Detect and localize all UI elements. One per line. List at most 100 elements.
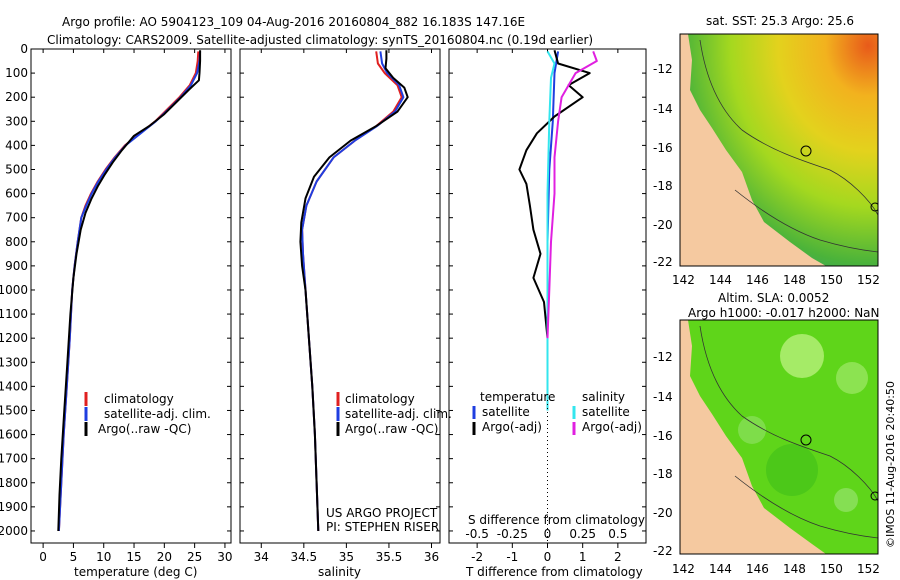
depth-tick-label: 400 xyxy=(5,138,28,152)
x-tick-label: 36 xyxy=(424,550,439,564)
salinity-xlabel: salinity xyxy=(318,565,361,579)
series-argo-raw-qc xyxy=(57,50,202,532)
lat-tick: -22 xyxy=(653,255,673,269)
legend-label: Argo(..raw -QC) xyxy=(345,422,438,436)
series-s-satellite xyxy=(546,50,556,411)
depth-tick-label: 1700 xyxy=(0,452,28,466)
series-t-argo-adj xyxy=(518,49,591,363)
sla-blob xyxy=(834,488,858,512)
depth-tick-label: 500 xyxy=(5,162,28,176)
reef-marker xyxy=(870,202,878,212)
lon-tick: 148 xyxy=(783,562,806,576)
s-diff-tick-label: -0.5 xyxy=(465,527,488,541)
salinity-axes xyxy=(239,48,441,544)
argo-position-marker xyxy=(800,434,812,446)
x-tick-label: 35.5 xyxy=(376,550,403,564)
s-diff-tick-label: 0.5 xyxy=(608,527,627,541)
x-tick-label: 0 xyxy=(544,550,552,564)
difference-lines xyxy=(518,49,598,411)
legend-label: satellite-adj. clim. xyxy=(104,407,211,421)
header-line-1: Argo profile: AO 5904123_109 04-Aug-2016… xyxy=(62,15,525,29)
temperature-axes xyxy=(30,48,232,544)
series-s-argo-adj xyxy=(546,51,598,339)
legend-label: Argo(-adj) xyxy=(482,420,542,434)
lat-tick: -14 xyxy=(653,102,673,116)
t-difference-xlabel: T difference from climatology xyxy=(465,565,643,579)
legend-label: satellite-adj. clim. xyxy=(345,407,452,421)
header-line-2: Climatology: CARS2009. Satellite-adjuste… xyxy=(47,33,593,47)
lat-tick: -20 xyxy=(653,218,673,232)
project-annotation: US ARGO PROJECT xyxy=(326,506,438,520)
x-tick-label: 1 xyxy=(579,550,587,564)
lon-tick: 146 xyxy=(746,273,769,287)
lat-tick: -16 xyxy=(653,141,673,155)
depth-tick-label: 1300 xyxy=(0,355,28,369)
lat-tick: -20 xyxy=(653,506,673,520)
sla-blob xyxy=(738,416,766,444)
lat-tick: -12 xyxy=(653,62,673,76)
s-difference-xlabel: S difference from climatology xyxy=(468,513,645,527)
sla-blob xyxy=(766,444,818,496)
x-tick-label: -1 xyxy=(506,550,518,564)
lat-tick: -22 xyxy=(653,544,673,558)
sla-blob xyxy=(780,334,824,378)
series-satellite-adj-clim xyxy=(301,51,405,532)
sla-blob xyxy=(836,362,868,394)
land-mass xyxy=(680,34,826,266)
sla-map-subtitle: Argo h1000: -0.017 h2000: NaN xyxy=(688,306,880,320)
temperature-lines xyxy=(57,50,202,532)
legend-label: Argo(..raw -QC) xyxy=(98,422,191,436)
s-diff-tick-label: 0 xyxy=(544,527,552,541)
lon-tick: 144 xyxy=(709,273,732,287)
sst-map-frame xyxy=(679,33,879,267)
legend-label: climatology xyxy=(104,392,174,406)
sst-lon-axis: 142 144 146 148 150 152 xyxy=(672,273,880,287)
lat-tick: -14 xyxy=(653,390,673,404)
bathymetry-contour xyxy=(734,189,878,253)
lon-tick: 150 xyxy=(820,562,843,576)
lat-tick: -12 xyxy=(653,350,673,364)
lon-tick: 152 xyxy=(857,273,880,287)
sst-map: sat. SST: 25.3 Argo: 25.6 -12 -14 -16 -1… xyxy=(653,14,880,287)
x-tick-label: 0 xyxy=(39,550,47,564)
x-tick-label: 34.5 xyxy=(290,550,317,564)
x-tick-label: 20 xyxy=(157,550,172,564)
depth-tick-label: 0 xyxy=(20,42,28,56)
series-argo-raw-qc xyxy=(299,50,409,532)
difference-legend: temperature satellite Argo(-adj) salinit… xyxy=(472,390,642,435)
series-climatology xyxy=(301,51,403,532)
depth-tick-label: 600 xyxy=(5,187,28,201)
sla-map-frame xyxy=(679,319,879,555)
depth-tick-label: 1400 xyxy=(0,379,28,393)
x-tick-label: 5 xyxy=(70,550,78,564)
sla-map: Altim. SLA: 0.0052 Argo h1000: -0.017 h2… xyxy=(653,291,880,576)
x-tick-label: 10 xyxy=(96,550,111,564)
depth-tick-label: 1100 xyxy=(0,307,28,321)
lat-tick: -16 xyxy=(653,429,673,443)
lon-tick: 148 xyxy=(783,273,806,287)
legend-label: salinity xyxy=(582,390,625,404)
depth-tick-label: 900 xyxy=(5,259,28,273)
depth-tick-label: 200 xyxy=(5,90,28,104)
lon-tick: 150 xyxy=(820,273,843,287)
depth-tick-label: 2000 xyxy=(0,524,28,538)
lon-tick: 142 xyxy=(672,562,695,576)
x-tick-label: 34 xyxy=(254,550,269,564)
land-mass xyxy=(680,320,826,554)
salinity-lines xyxy=(299,50,409,532)
depth-tick-label: 1900 xyxy=(0,500,28,514)
depth-axis: 0 100 200 300 400 500 600 700 800 900 1000 1100 1200… xyxy=(0,42,646,538)
lat-tick: -18 xyxy=(653,467,673,481)
x-tick-label: 35 xyxy=(339,550,354,564)
depth-tick-label: 1600 xyxy=(0,428,28,442)
series-satellite-adj-clim xyxy=(57,51,202,532)
sla-lon-axis: 142 144 146 148 150 152 xyxy=(672,562,880,576)
lat-tick: -18 xyxy=(653,179,673,193)
depth-tick-label: 1800 xyxy=(0,476,28,490)
sla-map-title: Altim. SLA: 0.0052 xyxy=(718,291,829,305)
temperature-xlabel: temperature (deg C) xyxy=(74,565,197,579)
bathymetry-contour xyxy=(699,325,878,502)
x-tick-label: 2 xyxy=(614,550,622,564)
legend-label: satellite xyxy=(482,405,530,419)
